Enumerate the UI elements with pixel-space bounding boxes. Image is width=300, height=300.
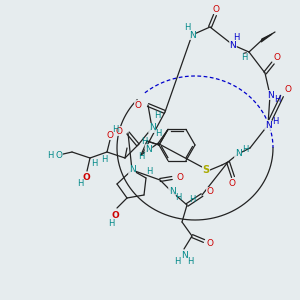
Text: H: H bbox=[77, 179, 83, 188]
Text: O: O bbox=[229, 179, 236, 188]
Text: H: H bbox=[233, 32, 239, 41]
Text: N: N bbox=[265, 121, 272, 130]
Text: H: H bbox=[141, 136, 147, 146]
Text: N: N bbox=[145, 145, 152, 154]
Text: H: H bbox=[47, 151, 53, 160]
Text: H: H bbox=[108, 220, 114, 229]
Text: O: O bbox=[56, 151, 62, 160]
Text: H: H bbox=[189, 196, 195, 205]
Text: H: H bbox=[101, 155, 107, 164]
Text: O: O bbox=[176, 173, 184, 182]
Text: H: H bbox=[155, 130, 161, 139]
Text: H: H bbox=[241, 52, 247, 62]
Text: H: H bbox=[174, 257, 180, 266]
Text: H: H bbox=[184, 23, 190, 32]
Text: H: H bbox=[146, 167, 152, 176]
Text: H: H bbox=[187, 257, 193, 266]
Text: O: O bbox=[212, 4, 220, 14]
Text: O: O bbox=[206, 239, 214, 248]
Text: N: N bbox=[189, 31, 195, 40]
Text: O: O bbox=[82, 172, 90, 182]
Text: H: H bbox=[154, 112, 160, 121]
Text: H: H bbox=[138, 152, 145, 161]
Text: N: N bbox=[235, 149, 242, 158]
Polygon shape bbox=[261, 34, 272, 42]
Text: S: S bbox=[202, 165, 210, 175]
Text: O: O bbox=[206, 188, 214, 196]
Text: O: O bbox=[134, 100, 142, 109]
Text: H: H bbox=[272, 116, 278, 125]
Text: N: N bbox=[129, 166, 135, 175]
Text: N: N bbox=[267, 91, 273, 100]
Text: O: O bbox=[284, 85, 292, 94]
Text: H: H bbox=[112, 125, 118, 134]
Text: N: N bbox=[169, 188, 176, 196]
Text: N: N bbox=[181, 251, 188, 260]
Text: O: O bbox=[106, 130, 113, 140]
Text: N: N bbox=[230, 40, 236, 50]
Text: H: H bbox=[274, 94, 280, 103]
Text: O: O bbox=[111, 212, 119, 220]
Text: H: H bbox=[175, 193, 181, 202]
Text: O: O bbox=[274, 52, 280, 62]
Text: H: H bbox=[91, 160, 97, 169]
Text: N: N bbox=[148, 124, 155, 133]
Text: H: H bbox=[242, 146, 248, 154]
Text: O: O bbox=[116, 127, 122, 136]
